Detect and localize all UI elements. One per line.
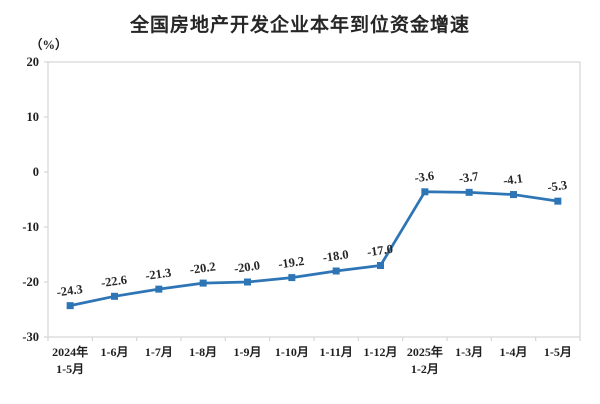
x-axis-category-label: 1-4月: [500, 345, 528, 359]
x-axis-category-label: 1-2月: [411, 362, 439, 376]
chart-title: 全国房地产开发企业本年到位资金增速: [129, 15, 470, 36]
data-point-marker: [554, 197, 562, 205]
x-axis-category-label: 1-5月: [56, 362, 84, 376]
x-axis-category-label: 1-5月: [544, 345, 572, 359]
data-point-label: -20.2: [189, 259, 217, 276]
data-point-label: -19.2: [277, 254, 305, 271]
y-axis-tick-label: -20: [22, 275, 39, 289]
data-point-label: -3.6: [414, 169, 436, 186]
y-axis-tick-label: -10: [22, 220, 39, 234]
data-point-marker: [421, 188, 429, 196]
y-axis-tick-label: 20: [27, 55, 40, 69]
x-axis-category-label: 1-11月: [319, 345, 352, 359]
y-axis-unit-label: （%）: [30, 38, 68, 52]
x-axis-category-label: 1-6月: [101, 345, 129, 359]
x-axis-category-label: 2025年: [407, 344, 443, 359]
data-point-marker: [288, 274, 296, 282]
data-point-marker: [244, 278, 251, 286]
data-point-marker: [199, 279, 207, 287]
y-axis-tick-label: -30: [22, 330, 39, 344]
y-axis-tick-label: 0: [33, 165, 39, 179]
x-axis-category-label: 2024年: [52, 344, 88, 359]
data-point-label: -3.7: [458, 169, 480, 186]
x-axis-category-label: 1-12月: [364, 345, 398, 359]
x-axis-category-label: 1-9月: [234, 345, 262, 359]
x-axis-category-label: 1-7月: [145, 345, 173, 359]
data-line: [68, 190, 560, 308]
data-point-marker: [155, 285, 163, 293]
data-point-marker: [66, 302, 74, 310]
x-axis-category-label: 1-8月: [189, 345, 217, 359]
data-point-label: -24.3: [56, 282, 84, 299]
data-point-label: -18.0: [322, 247, 350, 264]
y-axis-tick-label: 10: [27, 110, 40, 124]
data-point-label: -20.0: [233, 258, 261, 275]
data-point-label: -4.1: [502, 171, 524, 188]
data-point-marker: [465, 188, 473, 196]
data-point-marker: [510, 191, 517, 199]
data-point-label: -21.3: [144, 265, 172, 282]
x-axis-category-label: 1-10月: [275, 345, 309, 359]
data-point-marker: [377, 262, 384, 269]
x-axis-category-label: 1-3月: [455, 345, 483, 359]
data-point-label: -22.6: [100, 273, 128, 290]
data-point-label: -5.3: [547, 178, 569, 195]
plot-border: [47, 61, 581, 338]
data-point-marker: [332, 267, 340, 275]
data-point-marker: [111, 292, 118, 300]
data-point-label: -17.0: [366, 242, 394, 259]
